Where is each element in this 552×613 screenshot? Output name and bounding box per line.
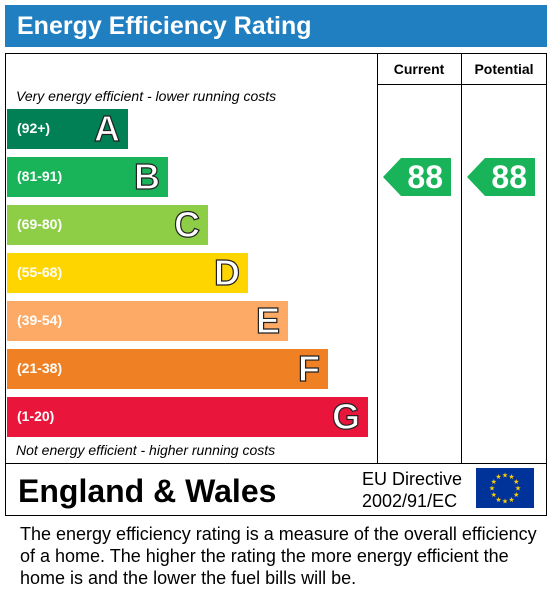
current-rating-arrow: 88 — [383, 158, 451, 196]
band-e: (39-54) E — [7, 300, 288, 341]
band-letter: B — [133, 156, 160, 197]
band-range-label: (81-91) — [17, 168, 63, 184]
eu-star-icon: ★ — [491, 478, 497, 486]
band-b: (81-91) B — [7, 156, 168, 197]
eu-star-icon: ★ — [502, 498, 508, 506]
current-rating-value: 88 — [407, 159, 443, 195]
band-range-label: (39-54) — [17, 312, 63, 328]
band-letter: F — [297, 348, 320, 389]
band-range-label: (92+) — [17, 120, 51, 136]
title-bar: Energy Efficiency Rating — [5, 5, 547, 47]
band-range-label: (21-38) — [17, 360, 63, 376]
eu-star-icon: ★ — [513, 478, 519, 486]
band-range-label: (55-68) — [17, 264, 63, 280]
current-arrow-shape — [383, 158, 451, 196]
eu-star-icon: ★ — [513, 491, 519, 499]
eu-star-icon: ★ — [515, 485, 521, 493]
band-letter: A — [93, 108, 120, 149]
footer-divider — [6, 463, 546, 464]
region-label: England & Wales — [18, 473, 277, 509]
eu-flag-stars: ★ ★★★★★★★★★★★ — [489, 472, 521, 506]
eu-star-icon: ★ — [495, 496, 501, 504]
potential-arrow-shape — [467, 158, 535, 196]
description-text: The energy efficiency rating is a measur… — [20, 524, 537, 588]
eu-star-icon: ★ — [491, 491, 497, 499]
band-d: (55-68) D — [7, 252, 248, 293]
band-letter: C — [173, 204, 200, 245]
eu-star-icon: ★ — [495, 473, 501, 481]
bottom-note: Not energy efficient - higher running co… — [16, 442, 276, 458]
band-c: (69-80) C — [7, 204, 208, 245]
potential-column-header: Potential — [474, 61, 534, 77]
band-letter: D — [213, 252, 240, 293]
band-g: (1-20) G — [7, 396, 368, 437]
potential-rating-value: 88 — [491, 159, 527, 195]
current-column-divider — [377, 54, 378, 463]
eu-star-icon: ★ — [508, 496, 514, 504]
directive-line-2: 2002/91/EC — [362, 491, 458, 511]
band-letter: E — [255, 300, 280, 341]
band-range-label: (1-20) — [17, 408, 55, 424]
eu-flag-icon: ★ ★ ★ ★ ★ ★ ★ ★ ★ ★ ★ ★ — [476, 468, 534, 508]
band-letter: G — [331, 396, 360, 437]
eu-star-icon: ★ — [508, 473, 514, 481]
eu-directive: EU Directive 2002/91/EC — [362, 468, 462, 512]
page-title: Energy Efficiency Rating — [17, 12, 312, 40]
eu-star-icon: ★ — [489, 485, 495, 493]
current-column-header: Current — [393, 61, 445, 77]
header-divider — [377, 84, 546, 85]
top-note: Very energy efficient - lower running co… — [16, 88, 277, 104]
band-a: (92+) A — [7, 108, 128, 149]
directive-line-1: EU Directive — [362, 469, 463, 489]
band-range-label: (69-80) — [17, 216, 63, 232]
eu-star-icon: ★ — [502, 472, 508, 480]
epc-chart: Current Potential Very energy efficient … — [5, 53, 547, 516]
potential-rating-arrow: 88 — [467, 158, 535, 196]
potential-column-divider — [461, 54, 462, 463]
band-f: (21-38) F — [7, 348, 328, 389]
